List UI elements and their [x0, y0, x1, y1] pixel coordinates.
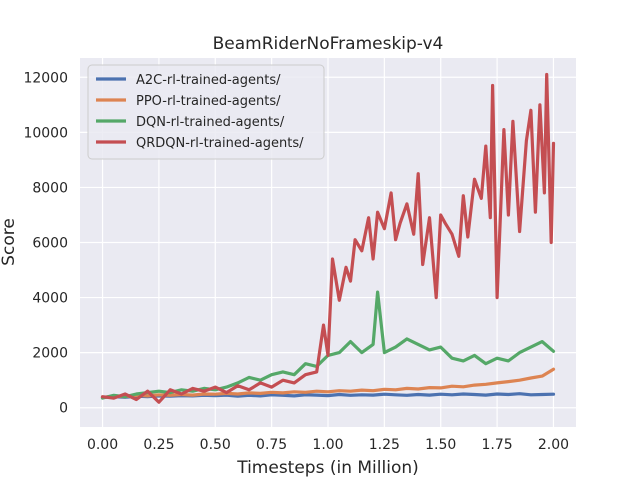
tick-labels: 0.00 0.25 0.50 0.75 1.00 1.25 1.50 1.75 2.00 0 200… [23, 70, 569, 453]
legend-label-3: QRDQN-rl-trained-agents/ [136, 136, 304, 151]
x-tick-label: 0.25 [143, 437, 174, 453]
y-tick-label: 4000 [32, 291, 68, 307]
legend-label-0: A2C-rl-trained-agents/ [136, 73, 281, 88]
series-line-3 [100, 72, 556, 404]
y-tick-label: 2000 [32, 346, 68, 362]
series-line-2 [100, 290, 556, 400]
chart-title: BeamRiderNoFrameskip-v4 [213, 34, 444, 54]
legend-label-2: DQN-rl-trained-agents/ [136, 115, 285, 130]
y-tick-label: 8000 [32, 180, 68, 196]
x-tick-label: 1.75 [482, 437, 513, 453]
y-axis-label: Score [0, 218, 19, 266]
series-line-1 [100, 367, 556, 399]
legend-label-1: PPO-rl-trained-agents/ [136, 94, 281, 109]
x-tick-label: 0.00 [87, 437, 118, 453]
y-tick-label: 10000 [23, 125, 68, 141]
y-tick-label: 12000 [23, 70, 68, 86]
legend: A2C-rl-trained-agents/PPO-rl-trained-age… [87, 64, 325, 160]
series-group [100, 72, 556, 404]
y-tick-label: 6000 [32, 236, 68, 252]
legend-box [87, 64, 325, 160]
x-tick-label: 1.00 [312, 437, 343, 453]
x-tick-label: 2.00 [538, 437, 569, 453]
x-tick-label: 0.75 [256, 437, 287, 453]
x-axis-label: Timesteps (in Million) [236, 458, 419, 478]
y-tick-label: 0 [59, 401, 68, 417]
x-tick-label: 0.50 [200, 437, 231, 453]
x-tick-label: 1.50 [425, 437, 456, 453]
x-tick-label: 1.25 [369, 437, 400, 453]
